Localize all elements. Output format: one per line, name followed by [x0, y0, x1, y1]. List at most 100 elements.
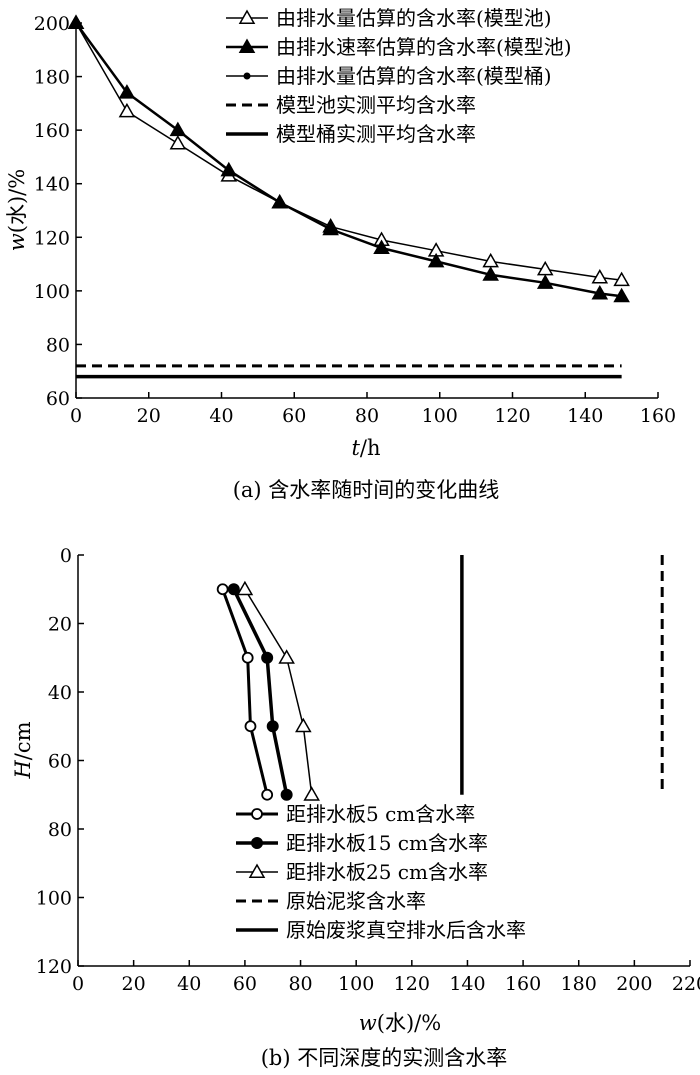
legend-label: 原始废浆真空排水后含水率 [286, 918, 526, 942]
legend-entry-0: 距排水板5 cm含水率 [236, 802, 475, 826]
x-tick-label: 20 [122, 973, 146, 995]
legend-label: 原始泥浆含水率 [286, 889, 426, 913]
legend-marker [238, 38, 256, 53]
y-tick-label: 100 [36, 888, 72, 910]
y-tick-label: 80 [46, 334, 70, 356]
data-point [261, 651, 274, 664]
data-point [67, 14, 85, 29]
legend-label: 模型池实测平均含水率 [276, 93, 476, 117]
y-tick-label: 120 [34, 227, 70, 249]
data-point [613, 271, 630, 287]
y-tick-label: 40 [48, 682, 72, 704]
y-tick-label: 100 [34, 281, 70, 303]
y-axis-label-symbol: H [11, 760, 35, 780]
data-point [482, 266, 499, 281]
y-tick-label: 60 [46, 388, 70, 410]
x-tick-label: 80 [355, 405, 379, 427]
legend-label: 由排水量估算的含水率(模型桶) [276, 64, 552, 88]
legend-entry-3: 模型池实测平均含水率 [226, 93, 476, 117]
data-point [244, 720, 257, 733]
data-point [169, 135, 187, 150]
y-tick-label: 120 [36, 956, 72, 978]
data-point [322, 220, 339, 236]
y-tick-label: 60 [48, 751, 72, 773]
series-line [232, 588, 289, 796]
legend-entry-1: 由排水速率估算的含水率(模型池) [226, 35, 572, 59]
x-tick-label: 140 [567, 405, 603, 427]
x-tick-label: 180 [561, 973, 597, 995]
series-line [75, 22, 622, 281]
y-axis-label-symbol: w [5, 233, 29, 251]
series-line [244, 588, 313, 795]
legend-entry-0: 由排水量估算的含水率(模型池) [226, 6, 552, 30]
x-axis-label: t/h [351, 436, 380, 460]
x-tick-label: 0 [70, 405, 82, 427]
data-point [261, 788, 274, 801]
x-tick-label: 80 [288, 973, 312, 995]
legend-entry-4: 模型桶实测平均含水率 [226, 122, 476, 146]
data-point [591, 285, 609, 300]
x-axis-label-symbol: t [351, 436, 360, 460]
x-tick-label: 200 [616, 973, 652, 995]
data-point [591, 268, 609, 284]
legend-entry-2: 距排水板25 cm含水率 [236, 860, 488, 884]
y-axis-label: w(水)/% [5, 169, 29, 251]
data-point [266, 720, 279, 733]
data-point [278, 649, 295, 664]
y-axis-label-unit: /cm [11, 721, 35, 760]
data-point [295, 717, 312, 733]
y-tick-label: 20 [48, 614, 72, 636]
legend-label: 距排水板25 cm含水率 [286, 860, 488, 884]
y-tick-label: 80 [48, 819, 72, 841]
x-tick-label: 140 [449, 973, 485, 995]
data-point [373, 239, 390, 254]
data-point [227, 583, 240, 596]
legend-marker [251, 808, 263, 820]
legend-entry-2: 由排水量估算的含水率(模型桶) [226, 64, 552, 88]
y-tick-label: 0 [60, 545, 72, 567]
y-tick-label: 140 [34, 174, 70, 196]
data-point [271, 193, 288, 209]
x-tick-label: 220 [672, 973, 700, 995]
y-axis-label: H/cm [11, 721, 35, 779]
data-point [613, 287, 630, 303]
chart-caption: (b) 不同深度的实测含水率 [261, 1046, 508, 1070]
x-axis-label-unit: (水)/% [377, 1011, 441, 1035]
y-tick-label: 180 [34, 67, 70, 89]
legend-marker [248, 863, 266, 878]
legend-marker [251, 837, 263, 849]
x-tick-label: 120 [394, 973, 430, 995]
legend-label: 由排水速率估算的含水率(模型池) [276, 35, 572, 59]
series-1 [67, 14, 630, 303]
series-2 [236, 580, 320, 801]
legend-label: 距排水板15 cm含水率 [286, 831, 488, 855]
data-point [216, 583, 229, 596]
data-point [241, 651, 254, 664]
legend-label: 由排水量估算的含水率(模型池) [276, 6, 552, 30]
x-tick-label: 120 [494, 405, 530, 427]
data-point [303, 786, 320, 801]
legend-marker [243, 72, 251, 80]
x-tick-label: 160 [640, 405, 676, 427]
y-axis-label-unit: (水)/% [5, 169, 29, 233]
legend-entry-4: 原始废浆真空排水后含水率 [236, 918, 526, 942]
series-line [74, 22, 622, 298]
x-axis-label-unit: /h [360, 436, 381, 460]
data-point [118, 102, 136, 118]
series-1 [227, 583, 293, 801]
x-tick-label: 100 [422, 405, 458, 427]
y-tick-label: 160 [34, 120, 70, 142]
legend-entry-1: 距排水板15 cm含水率 [236, 831, 488, 855]
x-axis-label-symbol: w [359, 1011, 377, 1035]
x-tick-label: 40 [209, 405, 233, 427]
x-tick-label: 160 [505, 973, 541, 995]
legend-marker [238, 9, 256, 24]
legend-label: 距排水板5 cm含水率 [286, 802, 475, 826]
x-tick-label: 20 [137, 405, 161, 427]
data-point [118, 84, 136, 99]
series-line [221, 588, 269, 796]
chart-b-depth-profile: 0 20 40 60 80 100 120 140 160 180 200 220 0 20 40 60 80 1… [11, 545, 700, 1070]
chart-a-time-curve: 0 20 40 60 80 100 120 140 160 60 80 100 120 140 160 180… [5, 6, 676, 502]
x-tick-label: 60 [282, 405, 306, 427]
series-0 [216, 583, 274, 801]
